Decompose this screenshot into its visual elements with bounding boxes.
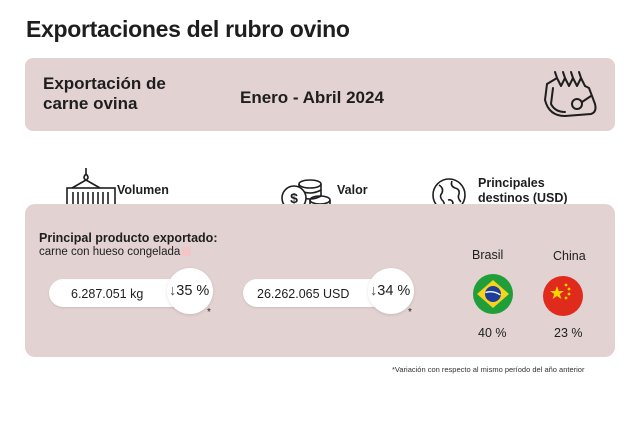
volume-header: Volumen: [117, 183, 169, 197]
value-change: ↓34 %: [370, 283, 411, 299]
brazil-flag-icon: [473, 274, 513, 319]
value-header: Valor: [337, 183, 368, 197]
page-title: Exportaciones del rubro ovino: [26, 16, 350, 42]
arrow-down-icon: ↓: [370, 283, 378, 299]
china-flag-icon: [543, 276, 583, 321]
value-amount: 26.262.065 USD: [257, 287, 350, 301]
destination-share-brazil: 40 %: [478, 326, 507, 340]
volume-change: ↓35 %: [169, 283, 210, 299]
stats-panel: Principal producto exportado: carne con …: [25, 204, 615, 357]
destination-share-china: 23 %: [554, 326, 583, 340]
banner-period: Enero - Abril 2024: [240, 88, 384, 107]
value-note-marker: *: [408, 307, 412, 318]
svg-text:$: $: [290, 190, 298, 206]
value-change-circle: ↓34 %: [368, 268, 414, 314]
volume-note-marker: *: [207, 307, 211, 318]
product-name: carne con hueso congelada: [39, 246, 192, 258]
summary-banner: Exportación de carne ovina Enero - Abril…: [25, 58, 615, 131]
volume-change-circle: ↓35 %: [167, 268, 213, 314]
arrow-down-icon: ↓: [169, 283, 177, 299]
volume-amount: 6.287.051 kg: [71, 287, 144, 301]
lamb-rack-meat-icon: [535, 66, 607, 129]
destinations-header: Principales destinos (USD): [478, 176, 568, 205]
destination-country-china: China: [553, 249, 586, 263]
banner-label: Exportación de carne ovina: [43, 74, 166, 113]
destination-country-brazil: Brasil: [472, 248, 504, 262]
highlight-marker: [182, 247, 192, 256]
product-title: Principal producto exportado:: [39, 231, 218, 245]
footnote: *Variación con respecto al mismo período…: [392, 365, 585, 374]
